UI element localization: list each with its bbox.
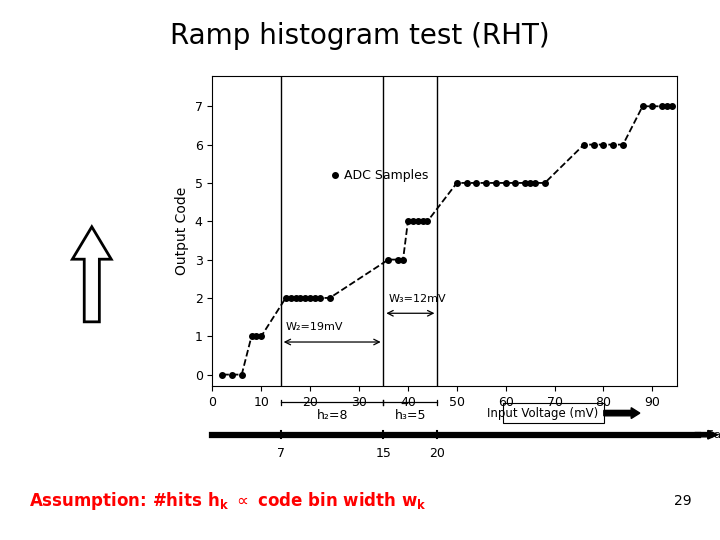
Text: 7: 7 [276, 447, 285, 460]
Text: W₃=12mV: W₃=12mV [388, 294, 446, 303]
Y-axis label: Output Code: Output Code [175, 187, 189, 275]
Text: h₃=5: h₃=5 [395, 409, 426, 422]
Text: Sampl index: Sampl index [707, 430, 720, 440]
Text: Input Voltage (mV): Input Voltage (mV) [487, 407, 598, 420]
Text: 15: 15 [376, 447, 392, 460]
Text: W₂=19mV: W₂=19mV [286, 322, 343, 333]
FancyArrow shape [72, 227, 111, 322]
Text: Assumption: #hits $\mathregular{h_k}$ $\propto$ code bin width $\mathregular{w_k: Assumption: #hits $\mathregular{h_k}$ $\… [29, 490, 427, 512]
Text: ADC Samples: ADC Samples [344, 169, 429, 182]
Text: 29: 29 [674, 494, 691, 508]
Text: h₂=8: h₂=8 [316, 409, 348, 422]
Text: 20: 20 [429, 447, 445, 460]
Text: Ramp histogram test (RHT): Ramp histogram test (RHT) [170, 22, 550, 50]
